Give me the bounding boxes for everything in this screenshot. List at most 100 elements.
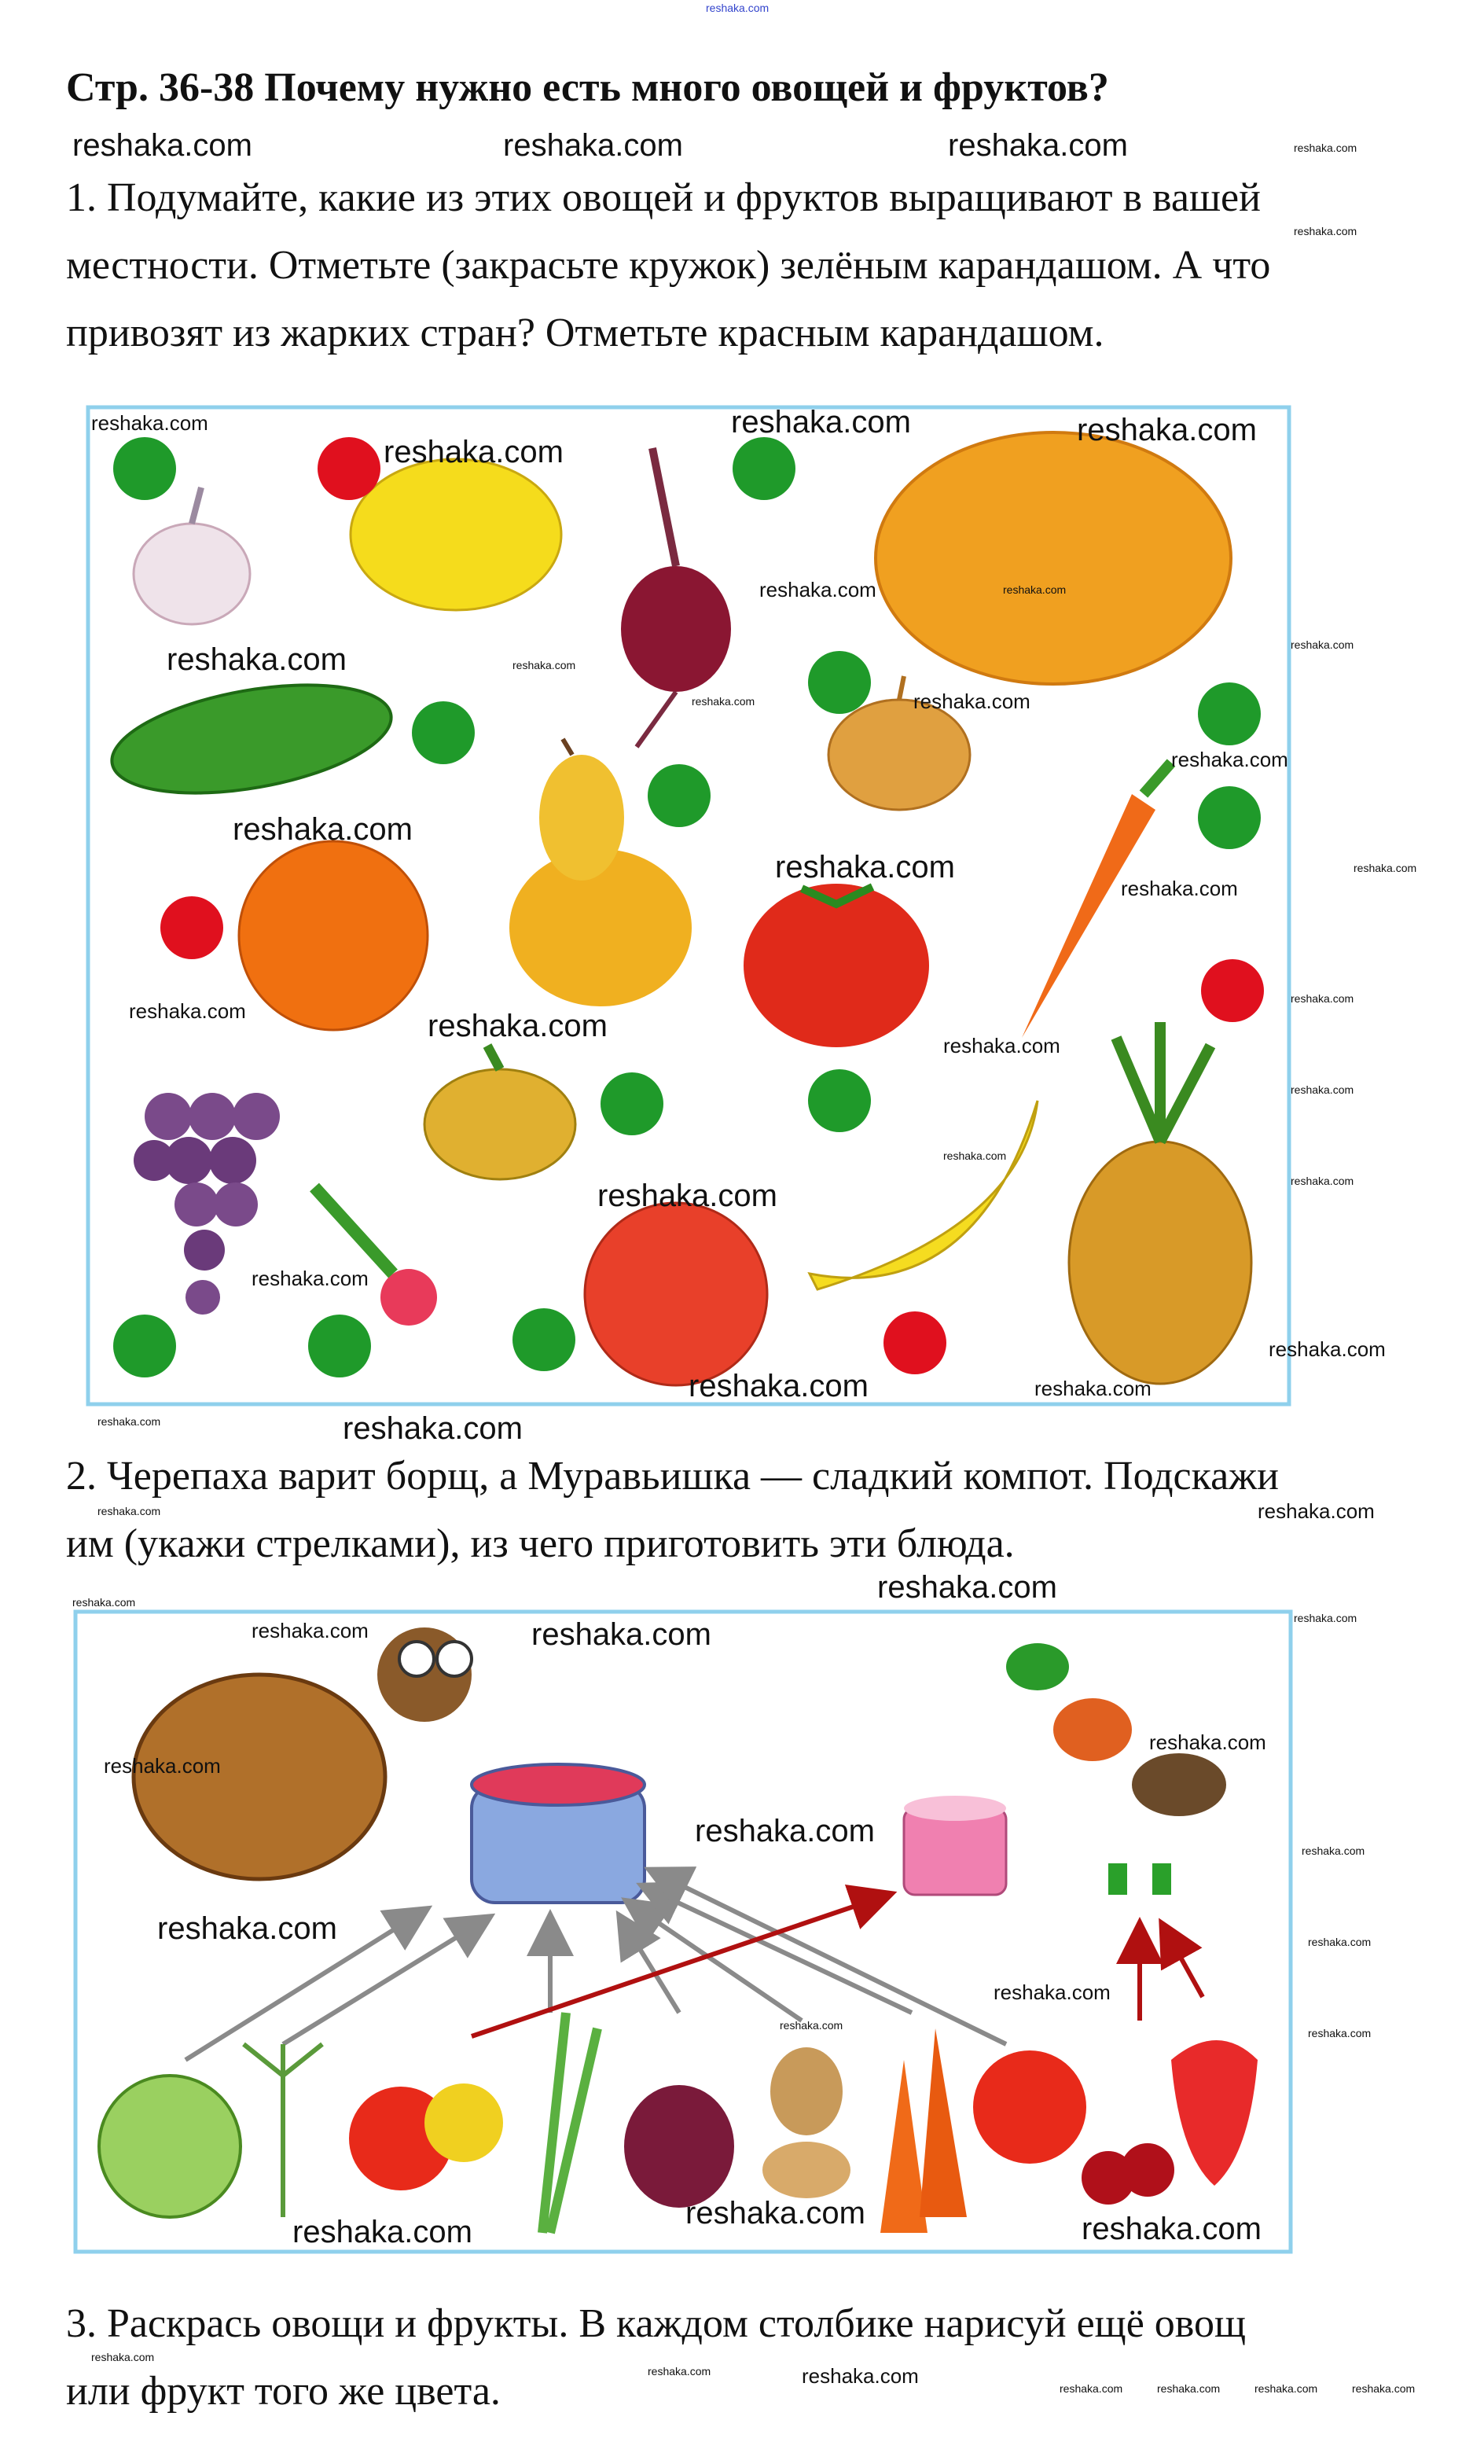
apples [349,2083,503,2190]
mark-circle-green [308,1315,371,1377]
pineapple [1067,1022,1253,1385]
mark-circle-green [113,1315,176,1377]
watermark: reshaka.com [167,642,347,677]
watermark: reshaka.com [292,2215,472,2249]
beetroot [624,2085,734,2208]
watermark: reshaka.com [104,1754,221,1778]
mark-circle-red [318,437,380,500]
watermark: reshaka.com [97,1415,161,1428]
watermark: reshaka.com [759,578,876,601]
watermark: reshaka.com [1291,992,1354,1005]
strawberry [1171,2040,1258,2186]
watermark: reshaka.com [994,1980,1111,2004]
watermark: reshaka.com [597,1179,777,1213]
task-1-line-1: 1. Подумайте, какие из этих овощей и фру… [66,175,1261,220]
cherries [1082,2143,1174,2205]
watermark: reshaka.com [252,1267,369,1290]
watermark: reshaka.com [91,411,208,435]
carrot [1022,759,1176,1038]
mark-circle-green [601,1072,663,1135]
mark-circle-green [733,437,795,500]
mark-circle-green [512,1308,575,1371]
turnip [423,1043,577,1181]
watermark: reshaka.com [428,1009,608,1043]
grapes [134,1093,280,1315]
mark-circle-green [808,1069,871,1132]
watermark: reshaka.com [1291,638,1354,651]
watermark: reshaka.com [1171,748,1288,771]
watermark: reshaka.com [252,1619,369,1642]
watermark: reshaka.com [692,695,755,708]
cucumber [110,683,393,795]
beet [621,447,731,748]
carrots [880,2028,967,2233]
watermark: reshaka.com [648,2365,711,2378]
watermark: reshaka.com [97,1505,161,1517]
compote-pot [902,1796,1008,1896]
task-3-line-2: или фрукт того же цвета. [66,2369,501,2414]
banana [807,1100,1039,1291]
mark-circle-red [1201,959,1264,1022]
turtle [131,1627,473,1881]
watermark: reshaka.com [695,1814,875,1848]
mark-circles [113,437,1264,1377]
orange [237,840,429,1032]
potatoes [762,2047,850,2198]
watermark: reshaka.com [802,2364,919,2388]
melon [874,431,1232,686]
watermark: reshaka.com [943,1034,1060,1057]
mark-circle-green [808,651,871,714]
watermark: reshaka.com [1157,2382,1221,2395]
apple [583,1201,769,1387]
watermark: reshaka.com [503,128,683,163]
green-onion [538,2012,602,2234]
watermark: reshaka.com [948,128,1128,163]
page-title: Стр. 36-38 Почему нужно есть много овоще… [66,65,1109,110]
task-1-line-2: местности. Отметьте (закрасьте кружок) з… [66,243,1271,288]
watermark: reshaka.com [1294,1612,1357,1624]
task-2-line-1: 2. Черепаха варит борщ, а Муравьишка — с… [66,1454,1279,1499]
watermark: reshaka.com [706,2,770,14]
watermark: reshaka.com [512,659,576,671]
mark-circle-green [1198,682,1261,745]
pear [509,737,692,1006]
picture-1-frame [86,405,1291,1407]
watermark: reshaka.com [1060,2382,1123,2395]
watermark: reshaka.com [72,128,252,163]
watermark: reshaka.com [1354,862,1417,874]
watermark: reshaka.com [1149,1730,1266,1754]
mark-circle-green [1198,786,1261,849]
watermark: reshaka.com [1308,2027,1372,2039]
tomato [744,883,929,1047]
task-3-line-1: 3. Раскрась овощи и фрукты. В каждом сто… [66,2301,1247,2346]
mark-circle-red [160,896,223,959]
dill [242,2042,324,2217]
watermark: reshaka.com [1294,225,1357,237]
watermark: reshaka.com [531,1617,711,1652]
watermark: reshaka.com [780,2019,843,2032]
watermark: reshaka.com [1077,413,1257,447]
mark-circle-green [113,437,176,500]
watermark: reshaka.com [1034,1377,1152,1400]
watermark: reshaka.com [1254,2382,1318,2395]
watermark: reshaka.com [1291,1083,1354,1096]
watermark: reshaka.com [157,1911,337,1946]
watermark: reshaka.com [685,2196,865,2230]
watermark: reshaka.com [129,999,246,1023]
watermark: reshaka.com [1269,1337,1386,1361]
cabbage [97,2074,242,2219]
picture-2-frame [73,1609,1293,2254]
watermark: reshaka.com [1291,1175,1354,1187]
mark-circle-green [648,764,711,827]
garlic [132,486,252,626]
task-1-line-3: привозят из жарких стран? Отметьте красн… [66,311,1104,355]
watermark: reshaka.com [343,1411,523,1446]
mark-circle-red [883,1311,946,1374]
watermark: reshaka.com [1352,2382,1416,2395]
watermark: reshaka.com [731,405,911,439]
watermark: reshaka.com [1082,2212,1262,2246]
watermark: reshaka.com [384,435,564,469]
watermark: reshaka.com [689,1369,869,1403]
